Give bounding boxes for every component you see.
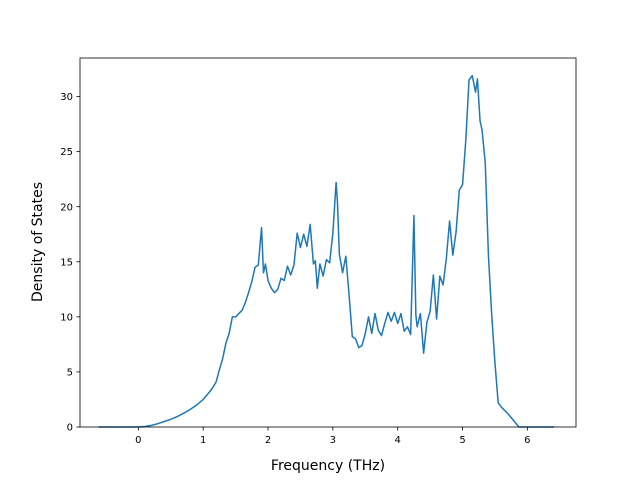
series-line-dos — [98, 74, 555, 428]
y-tick-label: 30 — [60, 92, 73, 103]
y-tick-label: 25 — [60, 147, 73, 158]
x-tick-label: 3 — [330, 435, 336, 446]
x-tick-label: 2 — [265, 435, 271, 446]
y-axis-label: Density of States — [30, 182, 46, 302]
plot-frame — [79, 57, 577, 428]
y-tick-label: 10 — [60, 312, 73, 323]
x-tick-label: 0 — [135, 435, 141, 446]
x-tick-label: 6 — [524, 435, 530, 446]
x-axis-label: Frequency (THz) — [271, 458, 385, 474]
x-tick-label: 1 — [200, 435, 206, 446]
y-tick-label: 0 — [67, 423, 73, 434]
y-tick-label: 20 — [60, 202, 73, 213]
y-tick-label: 15 — [60, 257, 73, 268]
y-tick-label: 5 — [67, 368, 73, 379]
x-tick-label: 5 — [459, 435, 465, 446]
x-tick-label: 4 — [395, 435, 401, 446]
